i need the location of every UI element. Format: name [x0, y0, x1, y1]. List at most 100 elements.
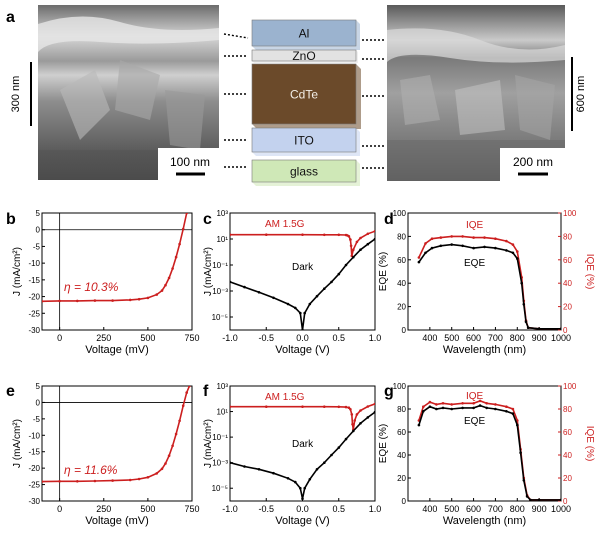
x-tick-label: 1.0: [369, 504, 382, 514]
y-tick-label: 10⁻⁵: [212, 313, 228, 322]
y-tick-label: -20: [28, 464, 40, 473]
y-tick-label: -10: [28, 259, 40, 268]
panel-letter-a: a: [6, 9, 15, 26]
x-tick-label: 500: [140, 333, 155, 343]
data-point: [366, 242, 370, 246]
y-tick-label: 40: [397, 451, 406, 460]
y-tick-label: 10¹: [216, 408, 228, 417]
data-point: [424, 242, 427, 245]
data-point: [58, 480, 61, 483]
data-point: [511, 412, 515, 415]
series-line-iqe: [418, 400, 561, 501]
data-point: [188, 386, 191, 388]
data-point: [286, 302, 290, 306]
scale-bar-label-right: 200 nm: [513, 155, 553, 169]
y-tick-label: 60: [397, 428, 406, 437]
data-point: [299, 311, 302, 315]
panel-letter-b: b: [6, 211, 16, 228]
data-point: [164, 283, 167, 287]
y-right-axis-label: IQE (%): [584, 254, 595, 290]
data-point: [494, 237, 497, 240]
x-tick-label: 0.0: [296, 333, 309, 343]
y-tick-label: -5: [33, 415, 41, 424]
data-point: [171, 444, 174, 448]
data-point: [537, 327, 541, 330]
data-point: [483, 245, 486, 249]
y-right-tick-label: 60: [563, 428, 572, 437]
data-point: [472, 236, 475, 239]
data-point: [330, 280, 333, 284]
x-tick-label: 900: [532, 504, 547, 514]
data-point: [352, 429, 355, 433]
x-axis-label: Wavelength (nm): [443, 515, 526, 527]
data-point: [516, 250, 519, 253]
data-point: [472, 402, 475, 405]
y-tick-label: -10: [28, 431, 40, 440]
layer-label: ZnO: [292, 49, 315, 63]
data-point: [230, 461, 232, 464]
y-tick-label: -25: [28, 309, 40, 318]
data-point: [366, 416, 370, 419]
data-point: [323, 233, 326, 237]
data-point: [520, 281, 523, 285]
plot-area: [417, 235, 561, 330]
device-stack: Al ZnO CdTe ITO glass: [223, 19, 384, 186]
legend-eqe: EQE: [464, 258, 485, 269]
y-right-tick-label: 100: [563, 382, 577, 391]
data-point: [181, 227, 185, 231]
data-point: [286, 477, 290, 480]
layer-edge: [252, 20, 360, 50]
data-point: [155, 472, 158, 475]
panel-letter-e: e: [6, 383, 15, 400]
data-point: [559, 498, 561, 501]
data-point: [344, 263, 348, 267]
data-point: [424, 251, 427, 255]
data-point: [230, 280, 232, 284]
y-tick-label: 10⁻⁵: [212, 484, 228, 493]
y-tick-label: 0: [36, 398, 41, 407]
data-point: [323, 405, 326, 409]
data-point: [344, 405, 348, 409]
x-tick-label: 1000: [551, 333, 571, 343]
data-point: [450, 243, 454, 246]
layer-cdte: CdTe: [224, 63, 384, 129]
data-point: [373, 410, 375, 414]
data-point: [417, 256, 421, 259]
data-point: [301, 233, 304, 236]
data-point: [160, 467, 164, 471]
data-point: [352, 248, 355, 251]
y-tick-label: 10⁻¹: [212, 261, 228, 270]
layer-face: [251, 63, 357, 125]
data-point: [301, 497, 304, 501]
data-point: [478, 399, 482, 403]
sem-image-right: [387, 5, 565, 181]
data-point: [529, 498, 532, 501]
legend-iqe: IQE: [466, 220, 484, 231]
data-point: [294, 306, 297, 310]
series-line-eqe: [418, 404, 561, 501]
x-tick-label: 0: [57, 333, 62, 343]
chart-b: b 0 250 500 750 5 0 -5 -10 -15 -20 -25 -30 Voltage (m…: [6, 209, 200, 356]
data-point: [178, 242, 181, 246]
data-point: [111, 479, 114, 482]
data-point: [243, 465, 246, 468]
data-point: [511, 251, 515, 255]
data-point: [461, 235, 464, 238]
data-point: [435, 403, 438, 406]
data-point: [265, 233, 268, 236]
data-point: [353, 419, 357, 422]
plot-frame: [407, 212, 562, 331]
efficiency-label: η = 11.6%: [64, 463, 118, 477]
x-tick-label: 750: [184, 333, 199, 343]
data-point: [128, 298, 132, 302]
x-tick-label: 400: [422, 504, 437, 514]
data-point: [359, 422, 362, 425]
layer-label: Al: [299, 27, 310, 41]
x-tick-label: 800: [510, 333, 525, 343]
y-right-tick-label: 60: [563, 256, 572, 265]
data-point: [303, 311, 307, 315]
data-point: [428, 405, 432, 409]
y-tick-label: 0: [402, 497, 407, 506]
y-axis-label: EQE (%): [378, 424, 389, 463]
